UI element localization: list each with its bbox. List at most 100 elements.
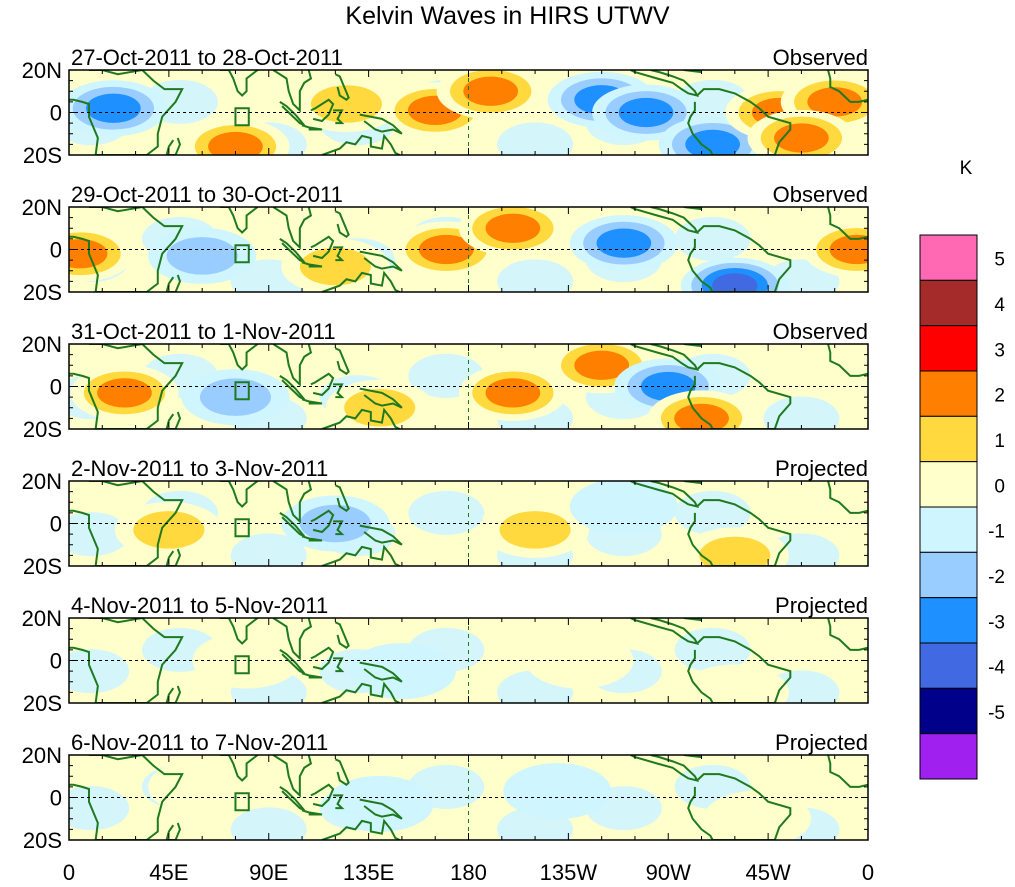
panel-type-label: Observed <box>773 319 868 344</box>
anomaly-blob <box>763 396 840 429</box>
anomaly-contour <box>418 234 474 265</box>
coastline <box>359 113 403 135</box>
coastline <box>301 672 323 679</box>
coastline <box>165 548 182 566</box>
anomaly-contour <box>485 213 541 243</box>
coastline <box>219 618 259 645</box>
coastline <box>301 398 323 405</box>
y-tick-label: 20S <box>23 691 62 716</box>
coastline <box>272 481 313 524</box>
map-panel: 20N 0 20S 29-Oct-2011 to 30-Oct-2011 Observe… <box>22 182 869 305</box>
colorbar-label: 5 <box>994 250 1005 271</box>
anomaly-contour <box>208 131 263 155</box>
y-tick-label: 0 <box>50 512 62 537</box>
colorbar-label: -1 <box>988 522 1005 543</box>
coastline <box>687 88 792 155</box>
map-panel: 20N 0 20S 31-Oct-2011 to 1-Nov-2011 Observed <box>22 319 869 442</box>
anomaly-contour <box>347 643 456 700</box>
coastline <box>219 207 259 234</box>
y-tick-label: 20S <box>23 280 62 305</box>
coastline <box>321 270 401 292</box>
colorbar-label: 4 <box>994 295 1005 316</box>
coastline <box>630 344 700 371</box>
colorbar-swatch <box>919 687 978 735</box>
x-tick-label: 0 <box>862 860 874 885</box>
x-tick-label: 180 <box>450 860 487 885</box>
coastline <box>334 210 350 239</box>
anomaly-contour <box>569 481 678 535</box>
reference-box <box>234 655 250 675</box>
coastline <box>69 481 184 566</box>
reference-box <box>234 518 250 538</box>
coastline <box>334 347 350 376</box>
anomaly-blob <box>69 649 130 694</box>
panel-period-label: 31-Oct-2011 to 1-Nov-2011 <box>71 319 336 344</box>
anomaly-contour <box>712 273 758 292</box>
coastline <box>359 661 403 683</box>
anomaly-field <box>69 70 868 155</box>
anomaly-blob <box>674 216 751 261</box>
coastline <box>69 207 184 292</box>
coastline <box>333 109 345 125</box>
panel-period-label: 6-Nov-2011 to 7-Nov-2011 <box>71 730 328 755</box>
coastline <box>69 344 184 429</box>
colorbar-swatch <box>919 551 978 599</box>
coastline <box>687 362 792 429</box>
coastline <box>69 755 184 840</box>
x-tick-label: 90E <box>249 860 288 885</box>
colorbar-swatch <box>919 506 978 553</box>
y-tick-label: 20N <box>22 606 62 631</box>
coastline <box>301 124 323 131</box>
anomaly-contour <box>499 511 571 549</box>
anomaly-contour <box>192 632 301 689</box>
anomaly-contour <box>829 234 868 265</box>
coastline <box>310 646 335 671</box>
colorbar-label: 2 <box>994 386 1005 407</box>
reference-box <box>234 381 250 401</box>
coastline <box>683 755 702 759</box>
coastline <box>333 246 345 262</box>
anomaly-blob <box>69 786 130 831</box>
reference-box <box>234 107 250 127</box>
colorbar-swatch <box>919 733 978 780</box>
anomaly-blob <box>69 512 130 557</box>
anomaly-contour <box>148 758 257 815</box>
panel-type-label: Projected <box>775 456 868 481</box>
coastline <box>359 387 403 409</box>
coastline <box>683 481 702 485</box>
coastline <box>333 383 345 399</box>
colorbar-label: -2 <box>988 567 1005 588</box>
coastline <box>301 535 323 542</box>
coastline <box>687 636 792 703</box>
anomaly-blob <box>230 533 307 566</box>
y-tick-label: 20N <box>22 58 62 83</box>
coastline <box>272 755 313 798</box>
y-tick-label: 20S <box>23 554 62 579</box>
coastline <box>827 618 868 651</box>
colorbar-swatch <box>919 279 978 327</box>
coastline <box>334 73 350 102</box>
colorbar-label: 1 <box>994 431 1005 452</box>
y-tick-label: 0 <box>50 649 62 674</box>
anomaly-contour <box>680 664 789 703</box>
colorbar-label: -5 <box>988 703 1005 724</box>
coastline <box>310 783 335 808</box>
map-panel: 20N 0 20S 2-Nov-2011 to 3-Nov-2011 Projected <box>22 456 869 579</box>
colorbar-swatch <box>919 370 978 417</box>
coastline <box>301 809 323 816</box>
anomaly-blob <box>497 122 574 155</box>
coastline <box>321 681 401 703</box>
colorbar-label: -4 <box>988 658 1005 679</box>
coastline <box>310 235 335 260</box>
y-tick-label: 20N <box>22 332 62 357</box>
colorbar-swatch <box>919 642 978 689</box>
anomaly-contour <box>503 763 612 820</box>
anomaly-contour <box>97 378 152 408</box>
coastline <box>301 261 323 268</box>
y-tick-label: 0 <box>50 786 62 811</box>
coastline <box>334 621 350 650</box>
colorbar-label: 0 <box>994 476 1005 497</box>
anomaly-contour <box>685 129 740 155</box>
coastline <box>321 407 401 429</box>
coastline <box>165 411 182 429</box>
